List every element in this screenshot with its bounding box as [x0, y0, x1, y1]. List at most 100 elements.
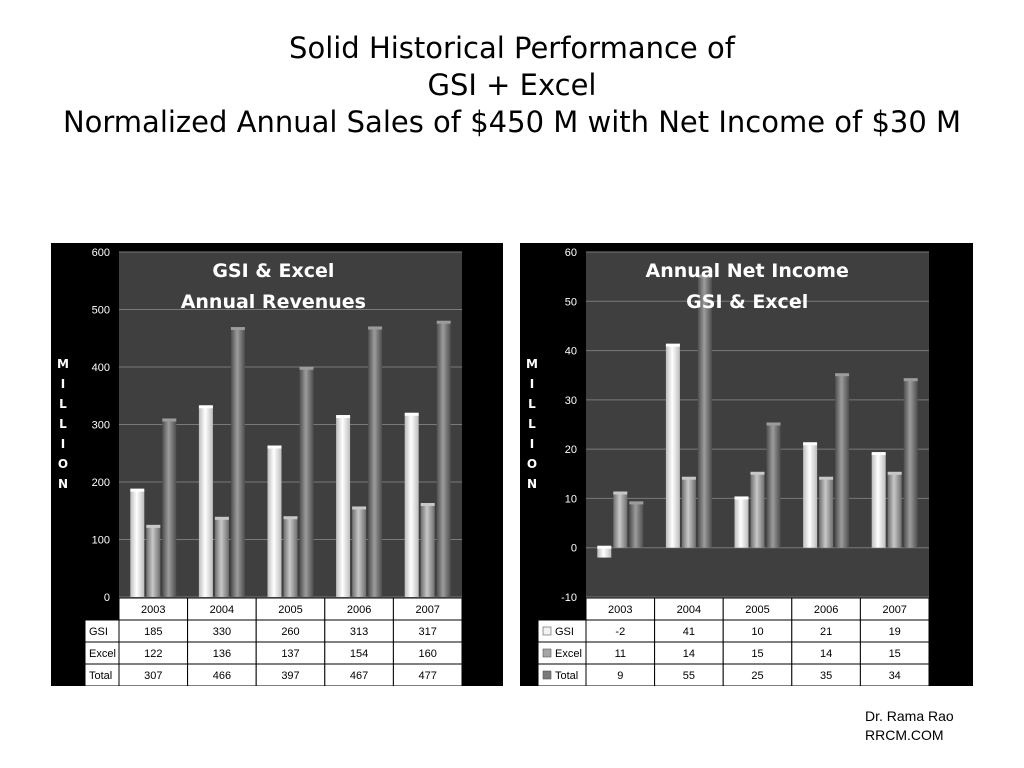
table-value-excel-2004: 136: [213, 648, 231, 660]
bar-total-2005: [299, 368, 314, 597]
y-tick-label: 200: [92, 477, 110, 489]
bar-gsi-2007: [871, 454, 886, 548]
bar-cap-total-2004: [697, 274, 712, 278]
bar-cap-excel-2006: [352, 506, 367, 510]
table-value-gsi-2003: -2: [615, 626, 625, 638]
legend-key-total: [542, 670, 552, 680]
bar-cap-gsi-2006: [803, 442, 818, 446]
table-value-total-2005: 397: [281, 670, 299, 682]
slide-title-line2: GSI + Excel: [427, 68, 597, 102]
table-cell: [859, 663, 930, 686]
bar-excel-2003: [613, 493, 628, 548]
bar-excel-2006: [352, 508, 367, 597]
bar-gsi-2003: [597, 547, 612, 558]
bar-excel-2007: [420, 505, 435, 597]
bar-cap-excel-2005: [750, 471, 765, 475]
table-value-total-2003: 307: [144, 670, 162, 682]
table-value-excel-2006: 154: [350, 648, 368, 660]
footer-author: Dr. Rama Rao: [865, 708, 954, 724]
table-value-gsi-2007: 317: [419, 626, 437, 638]
y-tick-label: 0: [571, 543, 577, 555]
bar-total-2006: [835, 375, 850, 548]
bar-cap-excel-2003: [146, 524, 161, 528]
bar-cap-total-2006: [368, 326, 383, 330]
table-value-gsi-2007: 19: [889, 626, 901, 638]
table-value-total-2003: 9: [617, 670, 623, 682]
table-row-label-total: Total: [555, 670, 578, 682]
y-tick-label: 60: [565, 247, 577, 259]
bar-total-2004: [697, 276, 712, 548]
table-value-total-2006: 467: [350, 670, 368, 682]
footer-site: RRCM.COM: [865, 727, 944, 743]
table-header-2007: 2007: [882, 604, 906, 616]
bar-gsi-2004: [665, 345, 680, 548]
bar-total-2005: [766, 424, 781, 548]
bar-cap-gsi-2004: [665, 343, 680, 347]
table-header-2006: 2006: [347, 604, 371, 616]
bar-cap-total-2005: [299, 366, 314, 370]
table-value-total-2004: 466: [213, 670, 231, 682]
bar-cap-total-2007: [903, 378, 918, 382]
bar-total-2003: [629, 503, 644, 548]
slide-title-line1: Solid Historical Performance of: [289, 31, 735, 65]
table-header-2006: 2006: [814, 604, 838, 616]
table-value-gsi-2004: 330: [213, 626, 231, 638]
bar-cap-gsi-2007: [404, 412, 419, 416]
revenue-chart-panel: 0 100 200 300 400 500 600 M I L L I O N GSI & Excel Ann…: [51, 243, 503, 686]
bar-cap-gsi-2006: [336, 415, 351, 419]
bar-cap-total-2005: [766, 422, 781, 426]
table-value-total-2006: 35: [820, 670, 832, 682]
bar-total-2004: [230, 329, 245, 597]
bar-cap-total-2003: [162, 418, 177, 422]
bar-cap-excel-2007: [887, 471, 902, 475]
slide-subtitle: Normalized Annual Sales of $450 M with N…: [62, 105, 962, 139]
table-value-excel-2005: 15: [751, 648, 763, 660]
table-value-excel-2007: 160: [419, 648, 437, 660]
bar-cap-excel-2004: [681, 476, 696, 480]
data-table: 2003 2004 2005 2006 2007 GSI -2 41 10 21 19 Excel 11…: [537, 597, 930, 686]
bar-cap-gsi-2005: [267, 445, 282, 449]
slide-title-block: Solid Historical Performance of GSI + Ex…: [0, 30, 1024, 141]
table-value-total-2007: 477: [419, 670, 437, 682]
y-tick-label: 50: [565, 296, 577, 308]
table-row-label-total: Total: [89, 670, 112, 682]
bar-gsi-2006: [336, 417, 351, 597]
table-value-total-2004: 55: [683, 670, 695, 682]
y-tick-label: 500: [92, 305, 110, 317]
bar-total-2007: [436, 322, 451, 597]
bar-cap-excel-2005: [283, 516, 298, 520]
table-cell: [392, 663, 463, 686]
table-header-2005: 2005: [745, 604, 769, 616]
bar-total-2006: [368, 328, 383, 597]
bar-cap-excel-2006: [819, 476, 834, 480]
y-tick-label: -10: [561, 592, 577, 604]
table-value-total-2005: 25: [751, 670, 763, 682]
table-value-excel-2003: 122: [144, 648, 162, 660]
revenue-chart: 0 100 200 300 400 500 600 M I L L I O N GSI & Excel Ann…: [57, 247, 463, 686]
table-value-excel-2004: 14: [683, 648, 695, 660]
y-tick-label: 30: [565, 395, 577, 407]
table-value-gsi-2006: 313: [350, 626, 368, 638]
bar-gsi-2005: [267, 447, 282, 597]
bar-cap-gsi-2003: [130, 488, 145, 492]
bar-cap-gsi-2007: [871, 452, 886, 456]
table-header-2005: 2005: [278, 604, 302, 616]
bar-gsi-2004: [198, 407, 213, 597]
y-tick-label: 0: [104, 592, 110, 604]
y-tick-label: 20: [565, 444, 577, 456]
table-row-label-gsi: GSI: [89, 626, 108, 638]
table-value-gsi-2005: 10: [751, 626, 763, 638]
chart-title-line: Annual Net Income: [646, 260, 849, 282]
bar-gsi-2005: [734, 498, 749, 548]
bar-excel-2003: [146, 526, 161, 597]
table-value-gsi-2005: 260: [281, 626, 299, 638]
table-header-2004: 2004: [210, 604, 234, 616]
bar-cap-gsi-2005: [734, 496, 749, 500]
table-header-2007: 2007: [415, 604, 439, 616]
footer: Dr. Rama Rao RRCM.COM: [865, 707, 954, 745]
data-table: 2003 2004 2005 2006 2007 GSI 185 330 260 313 317 Ex…: [84, 597, 463, 686]
bar-cap-total-2006: [835, 373, 850, 377]
bar-gsi-2006: [803, 444, 818, 548]
